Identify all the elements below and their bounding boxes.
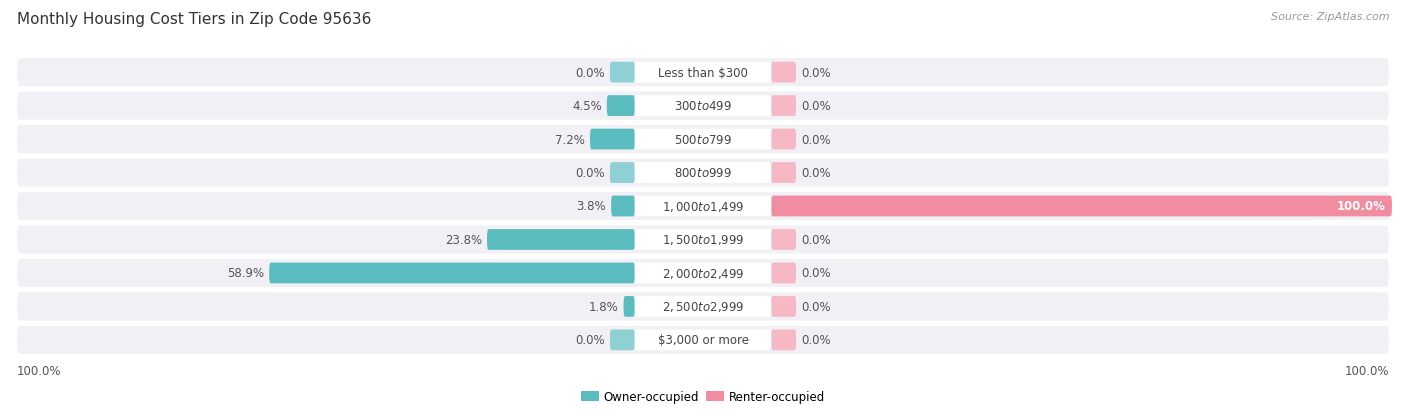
Text: 100.0%: 100.0% [17, 364, 62, 377]
FancyBboxPatch shape [634, 163, 772, 183]
FancyBboxPatch shape [17, 126, 1389, 154]
FancyBboxPatch shape [17, 59, 1389, 87]
FancyBboxPatch shape [772, 296, 796, 317]
FancyBboxPatch shape [17, 92, 1389, 120]
FancyBboxPatch shape [610, 163, 634, 183]
FancyBboxPatch shape [634, 96, 772, 117]
Text: 0.0%: 0.0% [575, 166, 605, 180]
Text: 4.5%: 4.5% [572, 100, 602, 113]
Legend: Owner-occupied, Renter-occupied: Owner-occupied, Renter-occupied [576, 385, 830, 408]
Text: 3.8%: 3.8% [576, 200, 606, 213]
Text: $500 to $799: $500 to $799 [673, 133, 733, 146]
Text: 58.9%: 58.9% [226, 267, 264, 280]
Text: 1.8%: 1.8% [589, 300, 619, 313]
FancyBboxPatch shape [612, 196, 634, 217]
FancyBboxPatch shape [772, 196, 1392, 217]
FancyBboxPatch shape [634, 63, 772, 83]
Text: 0.0%: 0.0% [801, 334, 831, 347]
Text: 0.0%: 0.0% [801, 100, 831, 113]
Text: 0.0%: 0.0% [801, 267, 831, 280]
Text: 0.0%: 0.0% [801, 66, 831, 79]
FancyBboxPatch shape [772, 63, 796, 83]
Text: $800 to $999: $800 to $999 [673, 166, 733, 180]
Text: 0.0%: 0.0% [575, 334, 605, 347]
Text: $2,000 to $2,499: $2,000 to $2,499 [662, 266, 744, 280]
Text: 0.0%: 0.0% [801, 166, 831, 180]
Text: $3,000 or more: $3,000 or more [658, 334, 748, 347]
Text: 100.0%: 100.0% [1337, 200, 1386, 213]
FancyBboxPatch shape [772, 129, 796, 150]
FancyBboxPatch shape [634, 296, 772, 317]
Text: $1,500 to $1,999: $1,500 to $1,999 [662, 233, 744, 247]
Text: Source: ZipAtlas.com: Source: ZipAtlas.com [1271, 12, 1389, 22]
FancyBboxPatch shape [623, 296, 634, 317]
FancyBboxPatch shape [772, 96, 796, 117]
Text: $1,000 to $1,499: $1,000 to $1,499 [662, 199, 744, 214]
Text: 7.2%: 7.2% [555, 133, 585, 146]
Text: 23.8%: 23.8% [444, 233, 482, 247]
FancyBboxPatch shape [17, 293, 1389, 321]
FancyBboxPatch shape [17, 159, 1389, 187]
FancyBboxPatch shape [17, 259, 1389, 287]
FancyBboxPatch shape [772, 263, 796, 284]
FancyBboxPatch shape [772, 330, 796, 350]
Text: 0.0%: 0.0% [801, 300, 831, 313]
FancyBboxPatch shape [610, 330, 634, 350]
FancyBboxPatch shape [17, 226, 1389, 254]
FancyBboxPatch shape [634, 230, 772, 250]
FancyBboxPatch shape [486, 230, 634, 250]
FancyBboxPatch shape [772, 230, 796, 250]
Text: Monthly Housing Cost Tiers in Zip Code 95636: Monthly Housing Cost Tiers in Zip Code 9… [17, 12, 371, 27]
Text: 0.0%: 0.0% [801, 233, 831, 247]
FancyBboxPatch shape [634, 196, 772, 217]
Text: 0.0%: 0.0% [801, 133, 831, 146]
FancyBboxPatch shape [269, 263, 634, 284]
FancyBboxPatch shape [634, 129, 772, 150]
FancyBboxPatch shape [634, 263, 772, 284]
Text: 0.0%: 0.0% [575, 66, 605, 79]
FancyBboxPatch shape [17, 192, 1389, 221]
Text: Less than $300: Less than $300 [658, 66, 748, 79]
Text: $300 to $499: $300 to $499 [673, 100, 733, 113]
Text: $2,500 to $2,999: $2,500 to $2,999 [662, 300, 744, 313]
FancyBboxPatch shape [607, 96, 634, 117]
FancyBboxPatch shape [634, 330, 772, 350]
FancyBboxPatch shape [772, 163, 796, 183]
FancyBboxPatch shape [591, 129, 634, 150]
FancyBboxPatch shape [610, 63, 634, 83]
FancyBboxPatch shape [17, 326, 1389, 354]
Text: 100.0%: 100.0% [1344, 364, 1389, 377]
